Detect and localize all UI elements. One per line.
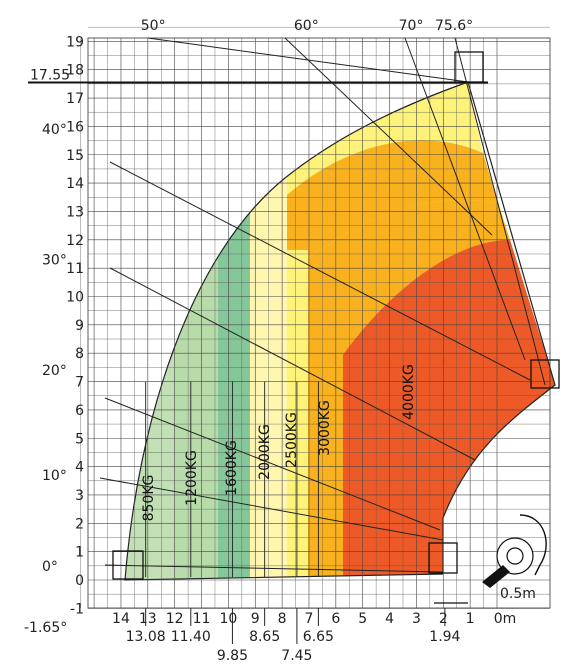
envelope-outline	[124, 81, 556, 581]
angle-label: 30°	[42, 253, 67, 269]
angle-ray	[404, 37, 526, 361]
y-tick-label: 9	[75, 318, 84, 334]
grid	[80, 26, 551, 609]
angle-label: 10°	[42, 468, 67, 484]
y-tick-label: 15	[66, 148, 84, 164]
angle-ray	[104, 564, 444, 573]
y-tick-label: 4	[75, 460, 84, 476]
boom-base-icon	[482, 565, 510, 588]
x-tick-label: 6	[331, 611, 340, 627]
y-tick-label: 1	[75, 545, 84, 561]
zone-1200kg	[175, 82, 218, 580]
boom-head-outline-right	[530, 359, 560, 389]
x-tick-label: 10	[219, 611, 237, 627]
x-tick-label: 4	[385, 611, 394, 627]
grid-frame	[87, 37, 551, 609]
angle-ray	[109, 267, 476, 461]
x-mark-label: 13.08	[126, 629, 166, 645]
y-tick-label: 8	[75, 346, 84, 362]
x-tick-label: 7	[305, 611, 314, 627]
y-tick-label: 10	[66, 290, 84, 306]
y-tick-label: 5	[75, 431, 84, 447]
x-tick-label: 3	[412, 611, 421, 627]
zone-label-2500kg: 2500KG	[284, 412, 300, 468]
x-mark-label: 1.94	[429, 629, 460, 645]
x-mark-label: 8.65	[249, 629, 280, 645]
y-tick-label: 18	[66, 63, 84, 79]
zone-3000kg-upper	[287, 140, 498, 258]
zone-label-3000kg: 3000KG	[317, 400, 333, 456]
offset-label: 0.5m	[500, 586, 536, 602]
zone-dividers	[145, 381, 446, 644]
wheel-hub-icon	[506, 547, 524, 565]
boom-head-outline-top	[454, 51, 484, 83]
x-tick-label: 2	[439, 611, 448, 627]
x-mark-label: 7.45	[281, 648, 312, 664]
y-tick-label: 14	[66, 176, 84, 192]
x-tick-label: 11	[193, 611, 211, 627]
zone-1600kg	[218, 82, 250, 580]
zone-3000kg	[308, 200, 510, 580]
angle-ray	[99, 477, 444, 541]
x-mark-label: 9.85	[217, 648, 248, 664]
x-tick-label: 13	[139, 611, 157, 627]
zone-850kg	[125, 82, 175, 580]
angle-ray	[454, 37, 546, 386]
y-tick-label: 2	[75, 516, 84, 532]
chassis-outline	[519, 514, 547, 576]
x-mark-label: 11.40	[171, 629, 211, 645]
x-tick-label: 9	[251, 611, 260, 627]
x-zero-label: 0m	[494, 611, 517, 627]
y-tick-label: 13	[66, 204, 84, 220]
x-tick-label: 5	[358, 611, 367, 627]
y-tick-label: 6	[75, 403, 84, 419]
angle-rays	[28, 37, 546, 573]
y-tick-label: -1	[70, 601, 84, 617]
zone-label-4000kg: 4000KG	[401, 364, 417, 420]
machine	[112, 51, 560, 604]
boom-head-outline-left	[112, 550, 144, 580]
angle-label: 20°	[42, 363, 67, 379]
max-height-label: 17.55	[30, 67, 70, 83]
angle-ray	[284, 37, 493, 236]
angle-label: 60°	[294, 18, 319, 34]
x-tick-label: 12	[166, 611, 184, 627]
y-tick-label: 19	[66, 34, 84, 50]
angle-label: 75.6°	[435, 18, 473, 34]
zone-2500kg-upper	[287, 82, 483, 195]
x-tick-label: 1	[466, 611, 475, 627]
boom-head-outline-low	[428, 542, 458, 574]
y-tick-label: 3	[75, 488, 84, 504]
y-tick-label: 16	[66, 119, 84, 135]
x-tick-label: 14	[112, 611, 130, 627]
wheel-icon	[496, 537, 534, 575]
y-tick-label: 0	[75, 573, 84, 589]
zone-label-1600kg: 1600KG	[224, 440, 240, 496]
y-tick-label: 12	[66, 233, 84, 249]
angle-label: 50°	[141, 18, 166, 34]
x-tick-label: 8	[278, 611, 287, 627]
min-height-label: -1.65°	[24, 620, 67, 636]
angle-label: 70°	[399, 18, 424, 34]
y-tick-label: 7	[75, 375, 84, 391]
zone-label-850kg: 850KG	[141, 475, 157, 522]
y-tick-label: 11	[66, 261, 84, 277]
angle-label: 40°	[42, 122, 67, 138]
x-mark-label: 6.65	[303, 629, 334, 645]
zone-label-2000kg: 2000KG	[257, 424, 273, 480]
angle-ray	[104, 397, 441, 531]
y-tick-label: 17	[66, 91, 84, 107]
angle-label: 0°	[42, 559, 58, 575]
zone-label-1200kg: 1200KG	[184, 450, 200, 506]
angle-ray	[109, 161, 531, 381]
